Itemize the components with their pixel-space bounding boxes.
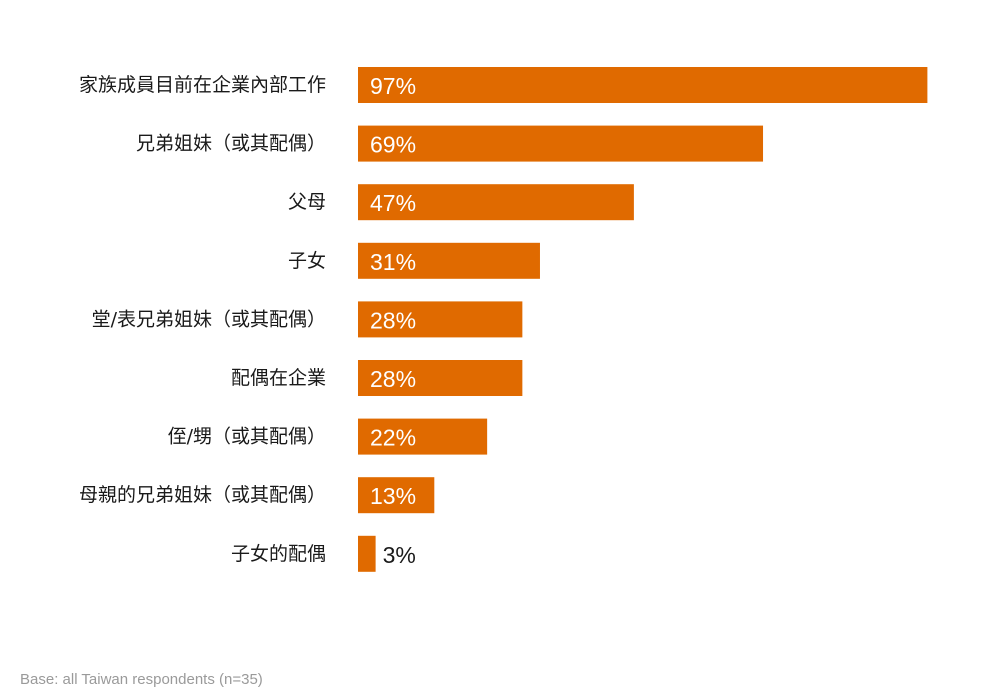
category-label: 侄/甥（或其配偶）: [168, 426, 326, 448]
category-label: 子女的配偶: [231, 543, 326, 565]
bar: [358, 301, 523, 338]
bar: [358, 535, 376, 572]
bar-value-label: 31%: [370, 249, 416, 275]
bar-value-label: 69%: [370, 132, 416, 158]
category-label: 母親的兄弟姐妹（或其配偶）: [79, 484, 326, 506]
category-label: 配偶在企業: [231, 367, 326, 389]
bar-value-label: 28%: [370, 366, 416, 392]
bar: [358, 184, 634, 221]
bar-value-label: 13%: [370, 483, 416, 509]
footnote: Base: all Taiwan respondents (n=35): [20, 671, 263, 688]
bar: [358, 242, 540, 279]
category-label: 子女: [288, 250, 326, 272]
bar: [358, 477, 435, 514]
bar: [358, 67, 928, 103]
bar: [358, 360, 523, 396]
category-label: 兄弟姐妹（或其配偶）: [136, 133, 326, 155]
bar-value-label: 28%: [370, 307, 416, 333]
category-label: 父母: [288, 191, 326, 213]
category-label: 家族成員目前在企業內部工作: [79, 74, 326, 96]
bar: [358, 418, 488, 455]
bar: [358, 125, 764, 162]
bar-value-label: 3%: [383, 542, 416, 568]
bar-value-label: 47%: [370, 190, 416, 216]
bar-value-label: 22%: [370, 425, 416, 451]
category-label: 堂/表兄弟姐妹（或其配偶）: [92, 308, 326, 330]
bar-value-label: 97%: [370, 73, 416, 99]
